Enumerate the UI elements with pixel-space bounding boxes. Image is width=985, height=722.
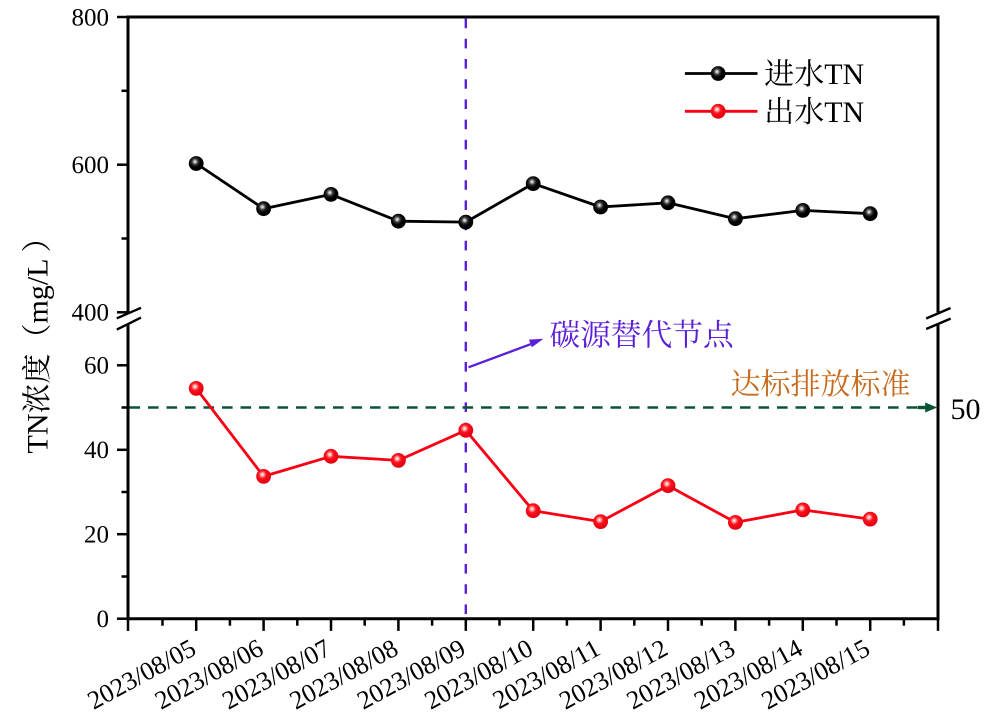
svg-text:400: 400: [72, 300, 110, 327]
svg-text:50: 50: [951, 393, 981, 426]
svg-text:800: 800: [72, 4, 110, 31]
svg-text:20: 20: [84, 522, 109, 549]
svg-text:600: 600: [72, 152, 110, 179]
svg-text:mg/L: mg/L: [21, 259, 54, 324]
svg-text:60: 60: [84, 353, 109, 380]
svg-text:40: 40: [84, 437, 109, 464]
svg-text:TN: TN: [824, 58, 864, 91]
svg-text:TN: TN: [824, 96, 864, 129]
svg-text:0: 0: [97, 606, 110, 633]
svg-text:TN: TN: [21, 414, 54, 454]
